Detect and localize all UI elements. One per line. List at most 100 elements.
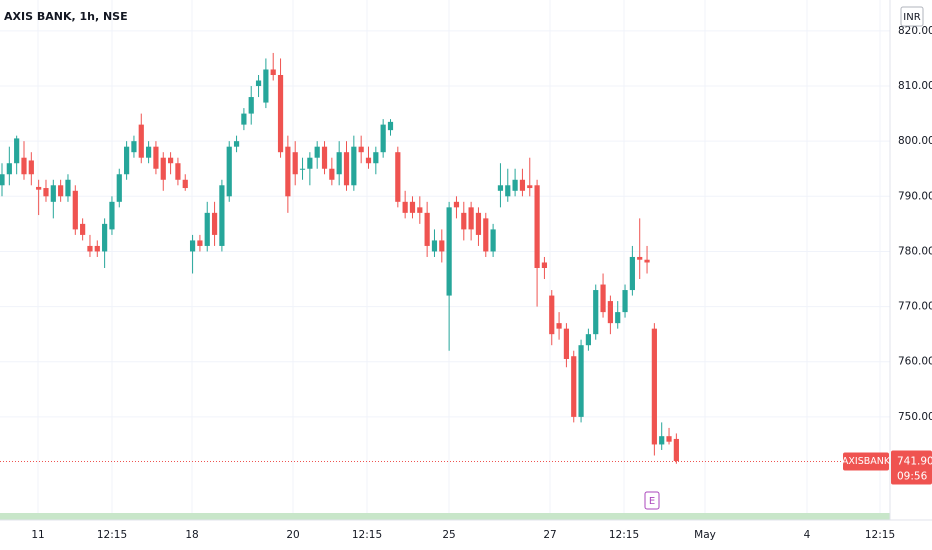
price-tag bbox=[891, 450, 932, 485]
y-tick-label: 780.00 bbox=[898, 245, 932, 257]
symbol-label: AXISBANK bbox=[842, 456, 891, 467]
candle-body bbox=[314, 146, 320, 158]
candle-body bbox=[124, 146, 130, 175]
candle-body bbox=[94, 245, 100, 252]
x-tick-label: May bbox=[694, 529, 716, 541]
candle-body bbox=[644, 259, 650, 263]
candle-body bbox=[505, 185, 511, 197]
candle-body bbox=[549, 295, 555, 335]
axes: 750.00 760.00 770.00 780.00 790.00 800.00 810.… bbox=[0, 25, 932, 541]
candle-body bbox=[182, 179, 188, 189]
candle-body bbox=[424, 212, 430, 246]
candle-body bbox=[58, 185, 64, 197]
candle-body bbox=[36, 186, 42, 190]
candle-body bbox=[87, 245, 93, 252]
candle-body bbox=[343, 152, 350, 186]
currency-box[interactable] bbox=[900, 6, 924, 27]
candle-body bbox=[563, 328, 570, 359]
candle-body bbox=[116, 174, 122, 202]
y-tick-label: 750.00 bbox=[898, 411, 932, 423]
candle-body bbox=[651, 328, 657, 445]
candle-body bbox=[43, 188, 49, 197]
candle-body bbox=[673, 438, 679, 461]
candle-body bbox=[615, 312, 621, 324]
x-tick-label: 12:15 bbox=[97, 529, 127, 541]
candle-body bbox=[593, 290, 599, 335]
candle-body bbox=[600, 284, 606, 313]
candle-body bbox=[219, 185, 225, 246]
candle-body bbox=[72, 190, 78, 230]
currency: INR bbox=[903, 12, 920, 23]
candle-body bbox=[153, 146, 159, 169]
candle-body bbox=[497, 185, 504, 191]
earnings-marker[interactable] bbox=[644, 491, 660, 510]
candle-body bbox=[102, 223, 108, 252]
y-tick-label: 760.00 bbox=[898, 356, 932, 368]
candle-body bbox=[431, 240, 438, 252]
candle-body bbox=[14, 138, 20, 164]
candle-body bbox=[402, 201, 408, 213]
candle-body bbox=[255, 80, 262, 87]
candle-body bbox=[285, 146, 291, 197]
candle-body bbox=[175, 163, 181, 180]
y-tick-label: 770.00 bbox=[898, 301, 932, 313]
candle-body bbox=[585, 334, 591, 346]
candle-body bbox=[490, 229, 496, 252]
candle-body bbox=[387, 121, 394, 131]
candle-body bbox=[439, 240, 445, 252]
candle-body bbox=[512, 179, 518, 191]
candle-body bbox=[519, 179, 526, 191]
candle-body bbox=[622, 290, 628, 313]
candle-body bbox=[270, 69, 276, 75]
x-tick-label: 4 bbox=[804, 529, 811, 541]
symbol-tag bbox=[843, 452, 889, 471]
candle-body bbox=[80, 223, 86, 235]
candle-body bbox=[607, 301, 613, 324]
candle-body bbox=[336, 152, 342, 175]
candle-body bbox=[541, 262, 548, 268]
candle-body bbox=[571, 356, 577, 417]
candle-body bbox=[138, 124, 144, 158]
candle-body bbox=[351, 146, 357, 186]
candle-body bbox=[167, 157, 174, 164]
x-tick-label: 25 bbox=[442, 529, 455, 541]
x-tick-label: 20 bbox=[286, 529, 299, 541]
candle-body bbox=[629, 256, 635, 291]
candle-body bbox=[28, 160, 34, 175]
candle-body bbox=[395, 152, 401, 202]
candle-body bbox=[556, 323, 562, 329]
candle-body bbox=[277, 74, 284, 153]
last-price-label: 741.90 bbox=[897, 456, 932, 468]
x-tick-label: 12:15 bbox=[352, 529, 382, 541]
candle-body bbox=[453, 201, 460, 208]
candle-body bbox=[160, 157, 166, 180]
candle-body bbox=[527, 185, 533, 189]
candle-body bbox=[307, 157, 313, 169]
candle-body bbox=[446, 207, 452, 296]
candle-body bbox=[6, 163, 12, 175]
candle-body bbox=[659, 436, 665, 445]
candle-body bbox=[248, 97, 254, 114]
candle-body bbox=[666, 436, 672, 442]
candle-body bbox=[534, 185, 540, 268]
candle-body bbox=[461, 212, 467, 230]
candle-body bbox=[292, 152, 298, 175]
chart-title: AXIS BANK, 1h, NSE bbox=[4, 10, 128, 23]
candle-body bbox=[468, 207, 474, 230]
candle-body bbox=[321, 146, 328, 169]
candle-body bbox=[475, 212, 482, 235]
earnings-label: E bbox=[649, 496, 655, 507]
candle-body bbox=[263, 69, 269, 103]
candle-body bbox=[483, 218, 489, 252]
candle-body bbox=[380, 124, 386, 153]
y-tick-label: 810.00 bbox=[898, 80, 932, 92]
candle-body bbox=[146, 146, 152, 158]
session-bar bbox=[0, 513, 890, 520]
y-tick-label: 800.00 bbox=[898, 135, 932, 147]
x-tick-label: 12:15 bbox=[865, 529, 895, 541]
candle-body bbox=[204, 212, 210, 246]
candle-body bbox=[329, 168, 335, 180]
candle-body bbox=[358, 146, 364, 153]
